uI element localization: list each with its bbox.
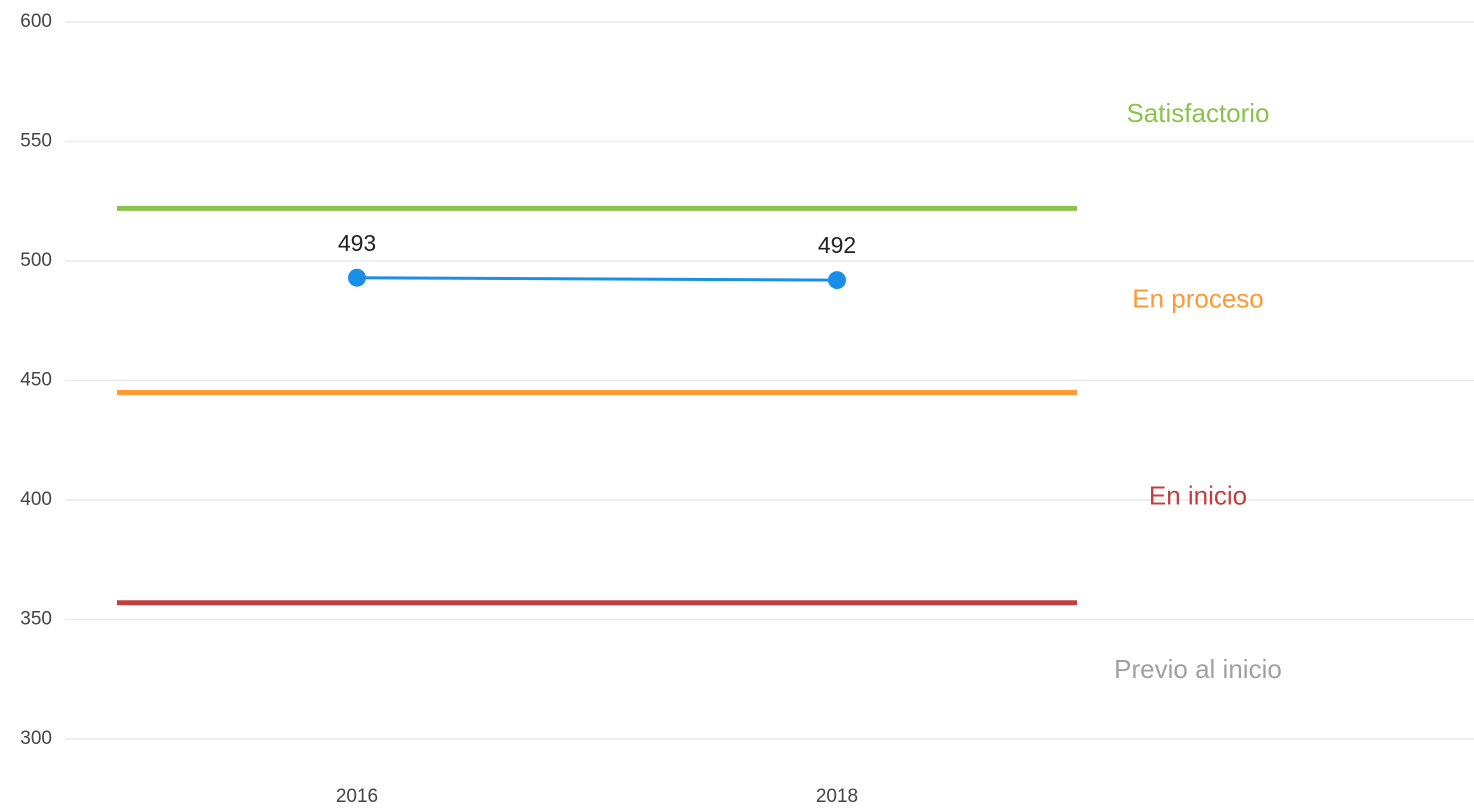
line — [356, 276, 838, 282]
y-tick-label: 500 — [20, 250, 52, 271]
x-tick-label: 2018 — [816, 786, 858, 807]
point — [348, 268, 366, 287]
x-tick-label: 2016 — [336, 786, 378, 807]
y-tick-label: 400 — [20, 489, 52, 510]
level-label: En proceso — [1132, 283, 1264, 313]
y-tick-label: 450 — [20, 370, 52, 391]
level-label: Satisfactorio — [1126, 98, 1269, 128]
data-label: 492 — [818, 232, 856, 258]
y-tick-label: 550 — [20, 131, 52, 152]
y-tick-label: 350 — [20, 609, 52, 630]
y-tick-label: 600 — [20, 11, 52, 32]
level-label: En inicio — [1149, 480, 1247, 510]
data-label: 493 — [338, 230, 376, 256]
y-tick-label: 300 — [20, 728, 52, 749]
point — [828, 271, 846, 290]
level-label: Previo al inicio — [1114, 654, 1282, 684]
